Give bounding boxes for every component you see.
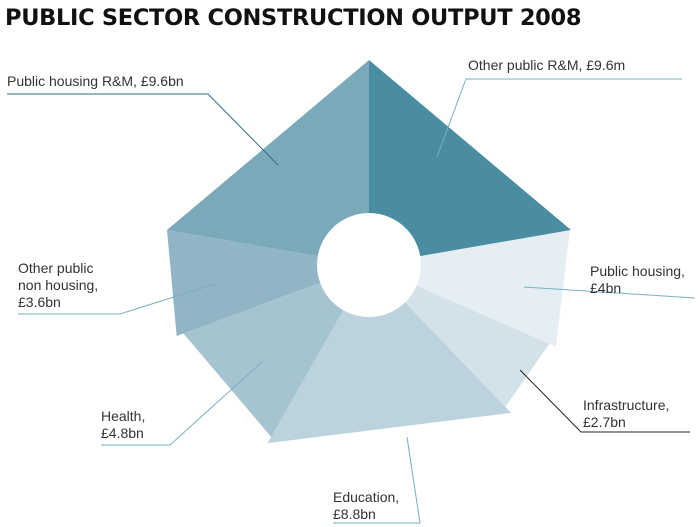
- slice-label-line: Education,: [333, 489, 399, 505]
- leader-line-1: [523, 286, 696, 299]
- slice-label-3: Education, £8.8bn: [333, 489, 399, 522]
- slice-label-line: Other public: [18, 260, 93, 276]
- slice-label-line: £4bn: [590, 280, 621, 296]
- slice-label-line: £3.6bn: [18, 294, 61, 310]
- slice-label-line: £2.7bn: [583, 414, 626, 430]
- slice-label-line: Infrastructure,: [583, 397, 669, 413]
- pie-slice-2: [369, 265, 550, 407]
- pie-slice-6: [167, 60, 369, 265]
- slice-label-line: non housing,: [18, 277, 98, 293]
- slice-label-line: Other public R&M, £9.6m: [468, 57, 625, 73]
- pie-slice-0: [369, 60, 571, 265]
- slice-label-1: Public housing, £4bn: [590, 263, 685, 296]
- pie-slice-3: [267, 265, 512, 444]
- leader-line-2: [519, 369, 690, 433]
- slice-label-line: Public housing R&M, £9.6bn: [7, 73, 184, 89]
- chart-title: PUBLIC SECTOR CONSTRUCTION OUTPUT 2008: [5, 5, 581, 31]
- slice-label-line: £4.8bn: [101, 425, 144, 441]
- pie-slice-4: [183, 265, 369, 437]
- slice-label-5: Other public non housing, £3.6bn: [18, 260, 98, 310]
- slice-label-2: Infrastructure, £2.7bn: [583, 397, 669, 430]
- slice-label-6: Public housing R&M, £9.6bn: [7, 73, 184, 89]
- donut-hole: [317, 213, 421, 317]
- leader-line-4: [101, 360, 264, 446]
- slice-label-4: Health, £4.8bn: [101, 408, 145, 441]
- slice-label-line: £8.8bn: [333, 506, 376, 522]
- slice-label-line: Health,: [101, 408, 145, 424]
- leader-line-5: [18, 283, 216, 315]
- slice-label-0: Other public R&M, £9.6m: [468, 57, 625, 73]
- leader-line-0: [436, 78, 682, 158]
- slice-label-line: Public housing,: [590, 263, 685, 279]
- leader-line-6: [7, 93, 279, 166]
- leader-line-3: [333, 436, 421, 524]
